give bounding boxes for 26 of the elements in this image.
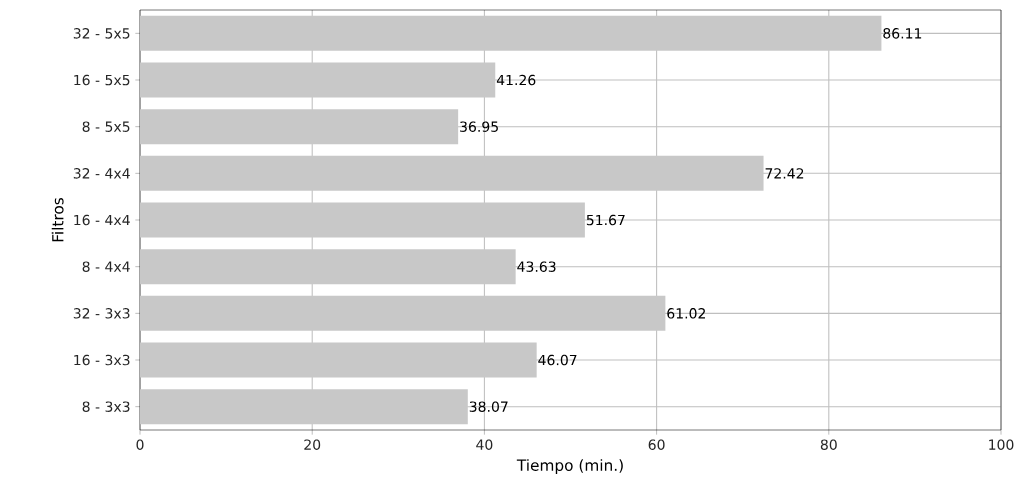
- y-tick-label: 8 - 5x5: [82, 121, 130, 132]
- data-label: 43.63: [517, 261, 556, 272]
- y-tick-label: 16 - 4x4: [74, 214, 130, 226]
- data-label: 41.26: [496, 74, 536, 86]
- x-tick-label: 20: [304, 439, 321, 450]
- y-tick-label: 32 - 4x4: [73, 168, 130, 179]
- y-tick-label: 32 - 5x5: [73, 28, 130, 39]
- y-tick-label: 32 - 3x3: [73, 308, 130, 319]
- x-tick-label: 100: [989, 439, 1014, 450]
- x-axis-title: Tiempo (min.): [516, 459, 623, 474]
- y-tick-label: 8 - 4x4: [82, 261, 130, 272]
- y-tick-label: 8 - 3x3: [82, 401, 130, 412]
- data-label: 61.02: [667, 308, 705, 319]
- data-label: 46.07: [538, 354, 577, 366]
- y-axis-title: Filtros: [51, 197, 64, 242]
- y-tick-label: 16 - 3x3: [74, 354, 130, 366]
- data-label: 36.95: [460, 121, 498, 132]
- data-label: 72.42: [765, 168, 804, 179]
- data-label: 38.07: [469, 401, 508, 412]
- data-label: 86.11: [883, 28, 922, 39]
- x-tick-label: 60: [648, 439, 665, 450]
- x-tick-label: 40: [476, 439, 493, 450]
- y-tick-label: 16 - 5x5: [74, 74, 130, 86]
- x-tick-label: 0: [136, 439, 144, 450]
- x-tick-label: 80: [820, 439, 837, 450]
- data-label: 51.67: [586, 214, 625, 226]
